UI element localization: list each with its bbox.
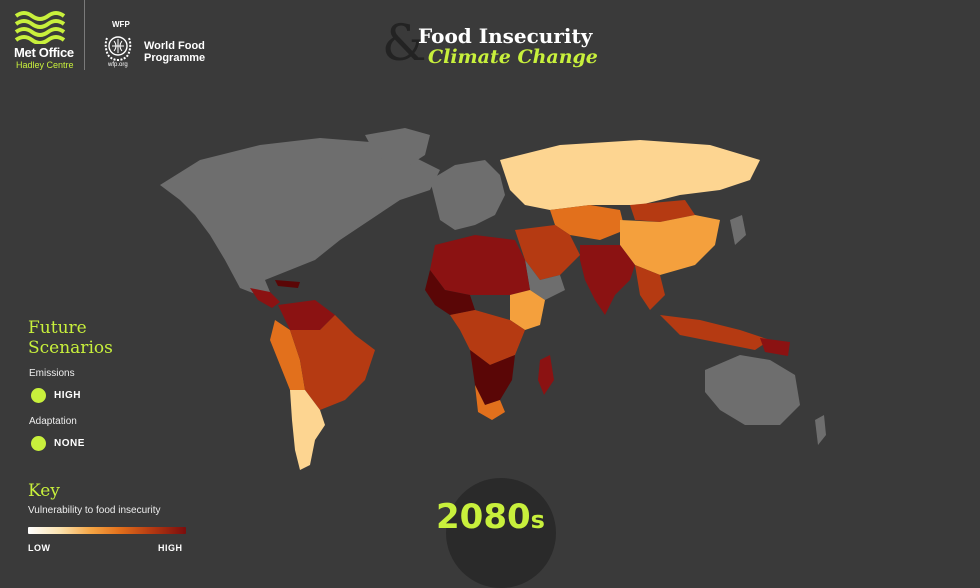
region-south-asia[interactable] <box>580 245 635 315</box>
key-gradient-bar <box>28 527 186 534</box>
wfp-name-line2: Programme <box>144 52 206 64</box>
region-middle-east[interactable] <box>515 225 580 280</box>
met-office-subtitle: Hadley Centre <box>16 60 74 70</box>
region-papua[interactable] <box>760 338 790 356</box>
region-new-zealand[interactable] <box>815 415 826 445</box>
scenarios-title-line1: Future <box>28 318 87 338</box>
region-russia[interactable] <box>500 140 760 210</box>
scenarios-title-line2: Scenarios <box>28 338 113 358</box>
key-title: Key <box>28 481 60 501</box>
wfp-wreath-icon <box>104 36 132 62</box>
region-colombia-venezuela[interactable] <box>278 300 335 330</box>
scenarios-title: Future Scenarios <box>28 318 148 358</box>
region-caribbean[interactable] <box>275 280 300 288</box>
adaptation-label: Adaptation <box>29 416 77 427</box>
region-central-america[interactable] <box>250 288 280 308</box>
page-title: Food Insecurity <box>418 24 593 48</box>
region-southern-cone[interactable] <box>290 390 325 470</box>
wfp-name-line1: World Food <box>144 40 205 52</box>
region-japan[interactable] <box>730 215 746 245</box>
region-southeast-asia[interactable] <box>635 265 665 310</box>
era-suffix: s <box>530 506 545 534</box>
region-madagascar[interactable] <box>538 355 554 395</box>
region-australia[interactable] <box>705 355 800 425</box>
region-north-america[interactable] <box>160 138 440 288</box>
wfp-acronym: WFP <box>112 20 130 29</box>
wfp-url: wfp.org <box>108 62 128 68</box>
logo-divider <box>84 0 85 70</box>
wfp-name: World Food Programme <box>144 40 224 64</box>
region-southern-africa[interactable] <box>470 350 515 405</box>
emissions-toggle[interactable] <box>31 388 46 403</box>
region-mexico[interactable] <box>225 260 270 295</box>
met-office-wave-icon <box>14 11 66 44</box>
world-vulnerability-map[interactable] <box>140 120 860 490</box>
region-east-africa[interactable] <box>510 290 545 330</box>
emissions-value[interactable]: HIGH <box>54 390 81 401</box>
region-central-africa[interactable] <box>450 310 525 365</box>
key-subtitle: Vulnerability to food insecurity <box>28 505 161 516</box>
region-north-africa[interactable] <box>430 235 530 295</box>
region-peru-andes[interactable] <box>270 320 305 390</box>
region-brazil[interactable] <box>290 315 375 410</box>
adaptation-toggle[interactable] <box>31 436 46 451</box>
region-greenland[interactable] <box>365 128 430 168</box>
region-sahel[interactable] <box>425 270 475 315</box>
page-subtitle: Climate Change <box>428 46 598 68</box>
region-arabia[interactable] <box>525 260 565 300</box>
emissions-label: Emissions <box>29 368 75 379</box>
region-indonesia[interactable] <box>660 315 770 350</box>
region-china[interactable] <box>620 215 720 275</box>
region-central-asia[interactable] <box>550 205 625 240</box>
key-high-label: HIGH <box>158 543 183 553</box>
era-value: 2080 <box>436 497 531 537</box>
region-mongolia[interactable] <box>630 200 695 222</box>
region-europe[interactable] <box>430 160 505 230</box>
key-low-label: LOW <box>28 543 51 553</box>
region-south-africa[interactable] <box>475 385 505 420</box>
adaptation-value[interactable]: NONE <box>54 438 85 449</box>
era-circle[interactable] <box>446 478 556 588</box>
era-label[interactable]: 2080s <box>436 497 545 537</box>
wfp-logo[interactable]: WFP wfp.org World Food Programme <box>98 14 228 74</box>
title-ampersand: & <box>382 14 427 72</box>
met-office-logo[interactable]: Met Office Hadley Centre <box>14 10 84 70</box>
met-office-name: Met Office <box>14 45 74 60</box>
